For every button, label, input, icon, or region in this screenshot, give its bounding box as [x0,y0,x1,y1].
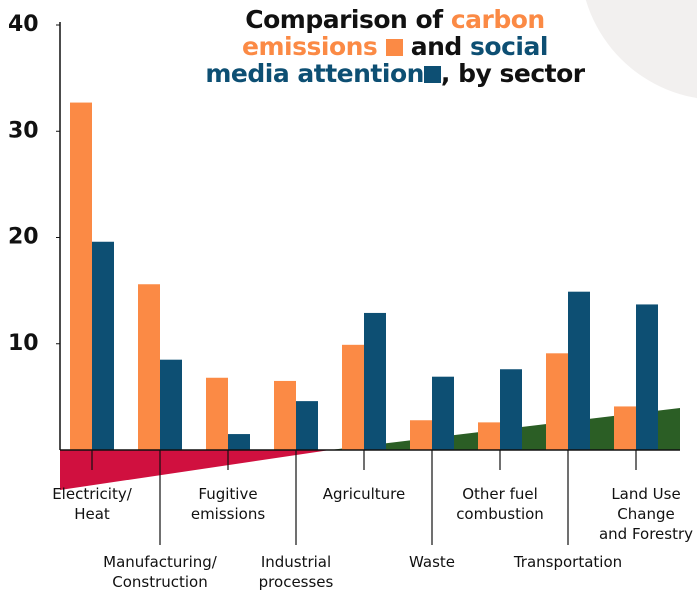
legend-swatch [385,39,403,56]
x-tick-label: Transportation [513,553,623,571]
chart-title: Comparison of carbon emissions and socia… [205,6,585,87]
bar [206,377,228,450]
bar [296,401,318,450]
title-part: and [410,32,463,61]
x-tick-label: Electricity/ Heat [52,485,132,523]
bar [160,359,182,450]
y-tick-label: 30 [8,118,39,143]
bar [138,284,160,450]
bar [432,376,454,450]
bar [614,406,636,450]
bar [364,312,386,450]
x-tick-label: Manufacturing/ Construction [103,553,217,591]
bar [410,420,432,450]
bar [500,369,522,450]
bar [636,304,658,450]
y-tick-label: 20 [8,225,39,250]
bar [92,241,114,450]
bar [228,434,250,450]
x-tick-label: Other fuel combustion [456,485,544,523]
title-part: Comparison of [245,5,443,34]
x-tick-label: Fugitive emissions [190,485,266,523]
x-tick-label: Agriculture [322,485,406,503]
bar [546,353,568,450]
legend-label: social media attention [205,32,548,88]
y-tick-label: 10 [8,331,39,356]
x-tick-label: Industrial processes [258,553,334,591]
bar [568,291,590,450]
legend-swatch [423,66,441,83]
bar [478,422,500,450]
marks [70,102,658,450]
x-tick-label: Waste [409,553,455,571]
bar [70,102,92,450]
emissions-wedge [60,450,330,490]
bar [342,344,364,450]
legend-label: carbon emissions [242,5,545,61]
x-tick-label: Land Use Change and Forestry [598,485,694,543]
background-circle [585,0,697,99]
y-tick-label: 40 [8,12,39,37]
title-part: , by sector [440,59,585,88]
bar [274,380,296,450]
